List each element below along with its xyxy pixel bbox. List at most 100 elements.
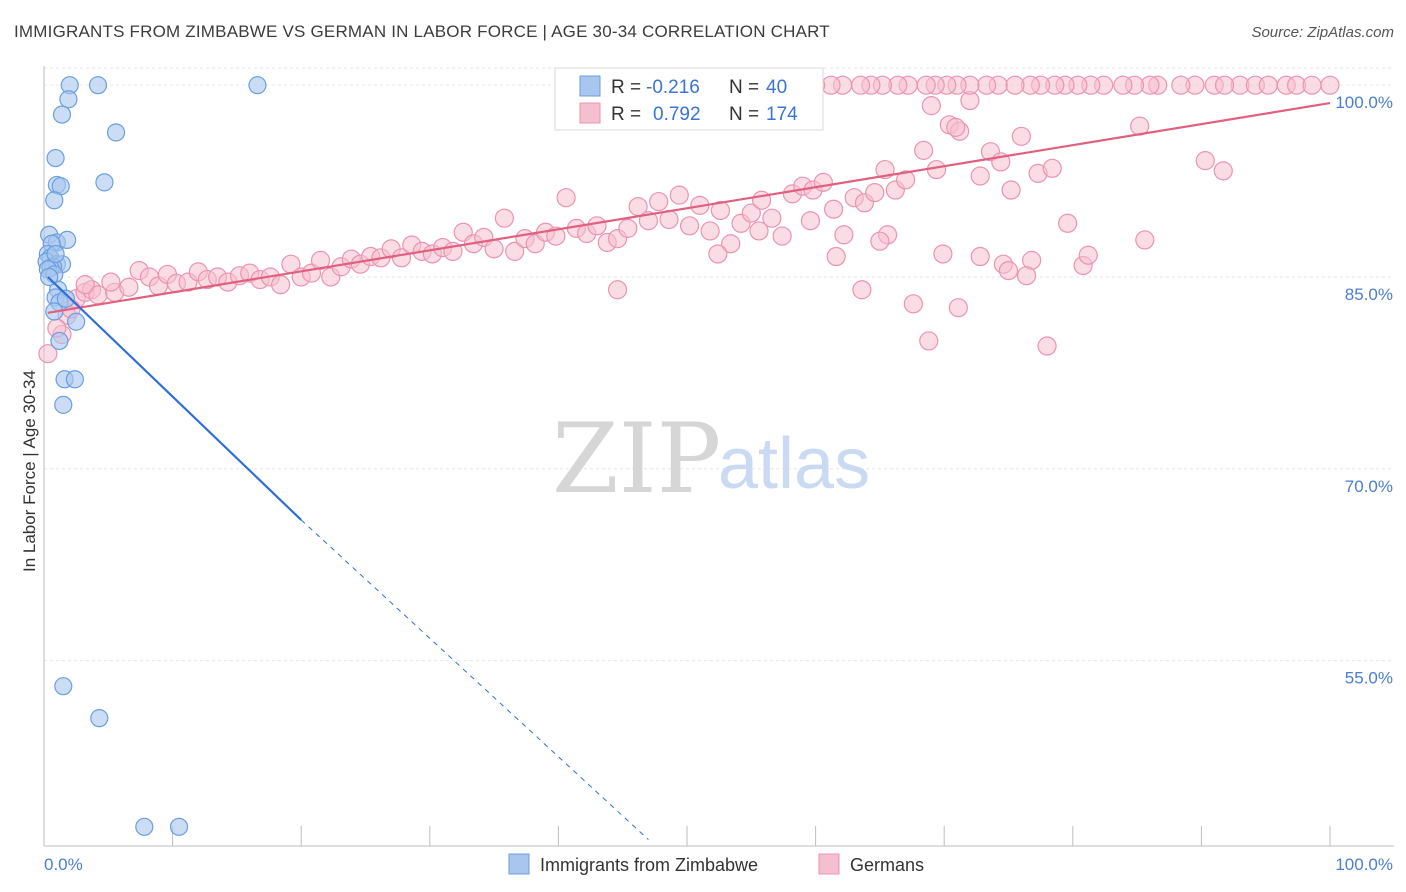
- germans-point: [494, 208, 514, 228]
- germans-point: [669, 185, 689, 205]
- germans-point: [618, 218, 638, 238]
- germans-point: [1011, 126, 1031, 146]
- y-tick-label: 70.0%: [1345, 477, 1393, 496]
- germans-point: [741, 203, 761, 223]
- germans-point: [870, 231, 890, 251]
- trend-lines: [47, 101, 1331, 840]
- germans-point: [700, 221, 720, 241]
- germans-point: [1001, 180, 1021, 200]
- zimbabwe-point: [58, 230, 77, 250]
- germans-point: [546, 226, 566, 246]
- y-tick-label: 85.0%: [1345, 285, 1393, 304]
- germans-point: [865, 182, 885, 203]
- germans-point: [708, 244, 728, 264]
- germans-point: [721, 234, 741, 254]
- germans-point: [1302, 75, 1322, 95]
- germans-point: [1195, 151, 1215, 171]
- germans-point: [679, 216, 700, 236]
- germans-point: [1016, 266, 1037, 286]
- zimbabwe-point: [46, 148, 65, 168]
- y-axis-title: In Labor Force | Age 30-34: [20, 370, 39, 572]
- legend-swatch-germans: [579, 102, 601, 124]
- zimbabwe-point: [135, 817, 154, 836]
- zimbabwe-point: [88, 76, 108, 95]
- germans-point: [946, 117, 966, 137]
- germans-point: [933, 244, 953, 264]
- germans-point: [1058, 213, 1078, 233]
- germans-point: [1213, 161, 1233, 181]
- germans-point: [970, 166, 990, 186]
- zimbabwe-point: [52, 105, 72, 124]
- germans-point: [38, 344, 58, 364]
- legend-r-value-0: -0.216: [646, 77, 700, 98]
- germans-point: [1258, 75, 1278, 95]
- germans-point: [998, 260, 1019, 281]
- germans-point: [710, 200, 731, 221]
- germans-point: [852, 280, 872, 300]
- germans-point: [916, 75, 936, 95]
- zimbabwe-points: [37, 76, 267, 836]
- zimbabwe-point: [90, 709, 109, 728]
- axes-layer: 55.0% 70.0% 85.0% 100.0% 0.0% 100.0%: [43, 66, 1394, 874]
- zimbabwe-point: [106, 123, 126, 142]
- germans-point: [749, 221, 769, 241]
- bottom-legend-swatch-germans: [818, 853, 840, 875]
- germans-point: [772, 226, 792, 246]
- chart-source: Source: ZipAtlas.com: [1251, 24, 1394, 41]
- germans-point: [921, 96, 941, 116]
- germans-point: [824, 199, 844, 219]
- germans-point: [1037, 336, 1057, 356]
- zimbabwe-point: [50, 331, 69, 351]
- legend-swatch-zimbabwe: [579, 75, 601, 97]
- watermark-zip: ZIP: [552, 403, 721, 515]
- germans-point: [505, 241, 525, 262]
- legend-r-label-0: R =: [611, 77, 641, 98]
- series-legend: Immigrants from Zimbabwe Germans: [508, 853, 924, 875]
- germans-point: [970, 246, 990, 267]
- zimbabwe-trend-line: [47, 276, 302, 521]
- germans-point: [271, 275, 291, 295]
- germans-point: [919, 331, 939, 351]
- germans-point: [1078, 245, 1098, 265]
- zimbabwe-point: [54, 395, 73, 414]
- zimbabwe-point: [67, 312, 86, 331]
- germans-point: [914, 140, 934, 160]
- x-tick-label-start: 0.0%: [44, 855, 83, 874]
- germans-point: [75, 275, 95, 295]
- germans-point: [948, 298, 968, 318]
- germans-point: [813, 172, 833, 192]
- legend-n-value-0: 40: [766, 77, 787, 98]
- legend-n-label-1: N =: [729, 104, 759, 125]
- germans-point: [607, 280, 628, 300]
- correlation-legend: R = -0.216 N = 40 R = 0.792 N = 174: [554, 67, 824, 131]
- germans-point: [800, 211, 821, 231]
- zimbabwe-point: [169, 817, 189, 836]
- germans-point: [1320, 75, 1340, 95]
- germans-point: [1171, 75, 1191, 95]
- germans-point: [896, 170, 916, 190]
- watermark-atlas: atlas: [718, 424, 870, 504]
- germans-point: [826, 246, 846, 267]
- germans-point: [101, 272, 121, 292]
- germans-point: [977, 75, 997, 95]
- germans-point: [1214, 75, 1235, 95]
- germans-point: [1042, 158, 1062, 178]
- zimbabwe-point: [56, 289, 75, 308]
- germans-point: [484, 239, 504, 259]
- germans-point: [587, 216, 607, 236]
- zimbabwe-point: [45, 191, 64, 210]
- watermark: ZIP atlas: [552, 403, 870, 515]
- zimbabwe-point: [95, 173, 114, 192]
- germans-point: [1135, 230, 1155, 250]
- zimbabwe-trend-extension: [300, 519, 649, 840]
- zimbabwe-point: [46, 244, 65, 264]
- bottom-legend-label-germans: Germans: [850, 855, 924, 875]
- legend-r-value-1: 0.792: [653, 104, 701, 125]
- germans-point: [310, 250, 331, 270]
- germans-point: [556, 188, 576, 208]
- zimbabwe-point: [54, 677, 73, 696]
- chart-title: IMMIGRANTS FROM ZIMBABWE VS GERMAN IN LA…: [14, 22, 830, 41]
- legend-r-label-1: R =: [611, 104, 641, 125]
- germans-point: [762, 208, 782, 228]
